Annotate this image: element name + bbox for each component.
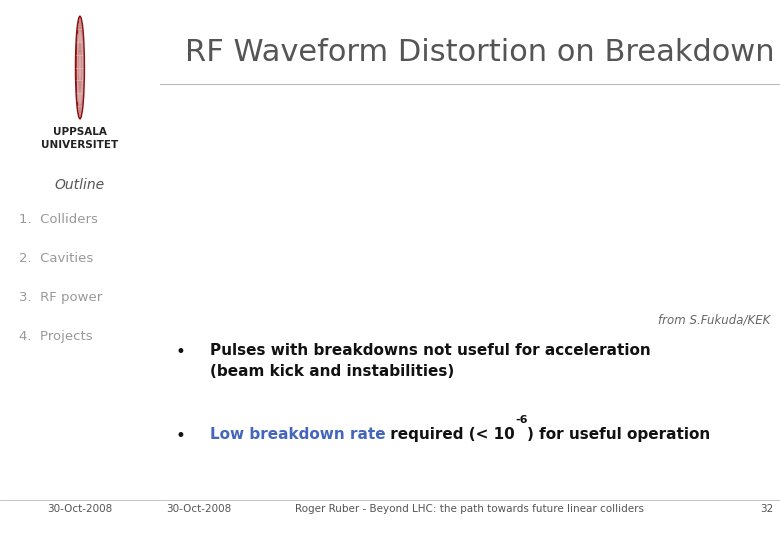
Text: from S.Fukuda/KEK: from S.Fukuda/KEK bbox=[658, 314, 771, 327]
Text: RF Waveform Distortion on Breakdown: RF Waveform Distortion on Breakdown bbox=[185, 38, 775, 67]
Text: -6: -6 bbox=[515, 415, 527, 425]
Text: ) for useful operation: ) for useful operation bbox=[527, 427, 711, 442]
Text: 32: 32 bbox=[760, 504, 774, 514]
Text: Outline: Outline bbox=[55, 178, 105, 192]
Text: 2.  Cavities: 2. Cavities bbox=[20, 252, 94, 265]
Text: 3.  RF power: 3. RF power bbox=[20, 291, 102, 304]
Ellipse shape bbox=[79, 53, 81, 82]
Ellipse shape bbox=[78, 42, 82, 93]
Text: •: • bbox=[176, 427, 186, 444]
Ellipse shape bbox=[76, 31, 83, 104]
Ellipse shape bbox=[76, 16, 84, 119]
Text: Roger Ruber - Beyond LHC: the path towards future linear colliders: Roger Ruber - Beyond LHC: the path towar… bbox=[296, 504, 644, 514]
Text: UPPSALA
UNIVERSITET: UPPSALA UNIVERSITET bbox=[41, 127, 119, 150]
Text: Pulses with breakdowns not useful for acceleration
(beam kick and instabilities): Pulses with breakdowns not useful for ac… bbox=[210, 343, 651, 379]
Text: Low breakdown rate: Low breakdown rate bbox=[210, 427, 385, 442]
Text: 4.  Projects: 4. Projects bbox=[20, 330, 93, 343]
Text: •: • bbox=[176, 343, 186, 361]
Text: 30-Oct-2008: 30-Oct-2008 bbox=[166, 504, 232, 514]
Text: 30-Oct-2008: 30-Oct-2008 bbox=[48, 504, 112, 514]
Text: 1.  Colliders: 1. Colliders bbox=[20, 213, 98, 226]
Text: required (< 10: required (< 10 bbox=[385, 427, 515, 442]
